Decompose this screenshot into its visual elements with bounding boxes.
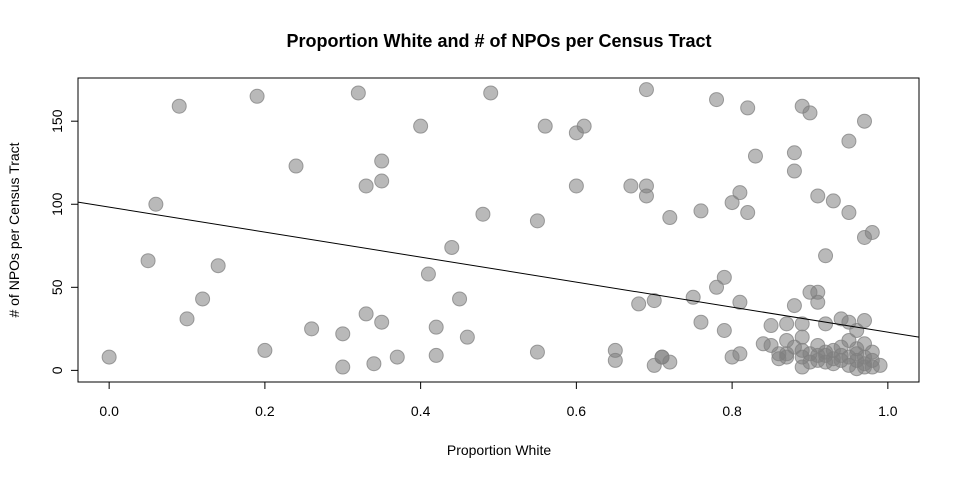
- data-point: [428, 347, 444, 363]
- data-point: [779, 316, 795, 332]
- data-point: [257, 342, 273, 358]
- data-point: [529, 213, 545, 229]
- data-point: [358, 306, 374, 322]
- data-point: [856, 113, 872, 129]
- data-point: [856, 313, 872, 329]
- data-point: [631, 296, 647, 312]
- data-point: [374, 153, 390, 169]
- data-point: [732, 346, 748, 362]
- x-tick-label: 0.0: [99, 403, 119, 419]
- data-point: [249, 88, 265, 104]
- data-point: [101, 349, 117, 365]
- data-point: [140, 253, 156, 269]
- data-point: [374, 173, 390, 189]
- data-point: [747, 148, 763, 164]
- y-axis-label: # of NPOs per Census Tract: [6, 142, 22, 317]
- data-point: [818, 316, 834, 332]
- data-point: [350, 85, 366, 101]
- data-point: [841, 133, 857, 149]
- data-point: [662, 210, 678, 226]
- data-point: [716, 323, 732, 339]
- data-point: [740, 100, 756, 116]
- chart-title: Proportion White and # of NPOs per Censu…: [286, 31, 711, 51]
- data-point: [475, 206, 491, 222]
- y-tick-label: 50: [49, 279, 65, 295]
- data-point: [709, 279, 725, 295]
- data-point: [732, 294, 748, 310]
- data-point: [366, 356, 382, 372]
- data-point: [818, 248, 834, 264]
- data-point: [459, 329, 475, 345]
- data-point: [428, 319, 444, 335]
- data-point: [483, 85, 499, 101]
- data-point: [646, 293, 662, 309]
- data-point: [623, 178, 639, 194]
- data-point: [810, 188, 826, 204]
- data-point: [872, 357, 888, 373]
- data-point: [786, 145, 802, 161]
- data-point: [195, 291, 211, 307]
- data-point: [638, 82, 654, 98]
- x-axis: 0.0 0.2 0.4 0.6 0.8 1.0: [99, 381, 898, 419]
- data-point: [288, 158, 304, 174]
- data-point: [724, 195, 740, 211]
- data-point: [335, 359, 351, 375]
- x-tick-label: 0.2: [255, 403, 275, 419]
- x-tick-label: 0.4: [411, 403, 431, 419]
- data-point: [529, 344, 545, 360]
- data-point: [685, 289, 701, 305]
- data-point: [810, 294, 826, 310]
- y-tick-label: 150: [49, 109, 65, 133]
- data-point: [444, 239, 460, 255]
- data-point: [740, 205, 756, 221]
- x-tick-label: 0.6: [567, 403, 587, 419]
- data-point: [802, 105, 818, 121]
- x-tick-label: 1.0: [878, 403, 898, 419]
- data-point: [864, 344, 880, 360]
- data-point: [358, 178, 374, 194]
- data-point: [794, 329, 810, 345]
- data-point: [335, 326, 351, 342]
- y-tick-label: 0: [49, 366, 65, 374]
- data-point: [420, 266, 436, 282]
- data-point: [537, 118, 553, 134]
- data-point: [693, 314, 709, 330]
- trend-line: [77, 201, 920, 338]
- data-point: [763, 318, 779, 334]
- data-point: [374, 314, 390, 330]
- data-point: [638, 188, 654, 204]
- data-point: [171, 98, 187, 114]
- data-point: [786, 298, 802, 314]
- data-point: [786, 163, 802, 179]
- data-point: [452, 291, 468, 307]
- data-point: [413, 118, 429, 134]
- data-point: [825, 193, 841, 209]
- data-point: [576, 118, 592, 134]
- y-tick-label: 100: [49, 192, 65, 216]
- data-point: [716, 269, 732, 285]
- x-axis-label: Proportion White: [447, 442, 551, 458]
- y-axis: 0 50 100 150: [49, 109, 79, 374]
- data-point: [179, 311, 195, 327]
- data-point: [607, 342, 623, 358]
- data-point: [732, 185, 748, 201]
- data-point: [568, 178, 584, 194]
- data-point: [864, 224, 880, 240]
- data-point: [662, 354, 678, 370]
- data-point: [389, 349, 405, 365]
- data-point: [693, 203, 709, 219]
- data-points: [101, 82, 888, 377]
- x-tick-label: 0.8: [722, 403, 742, 419]
- data-point: [304, 321, 320, 337]
- data-point: [148, 196, 164, 212]
- data-point: [210, 258, 226, 274]
- data-point: [841, 205, 857, 221]
- data-point: [709, 92, 725, 108]
